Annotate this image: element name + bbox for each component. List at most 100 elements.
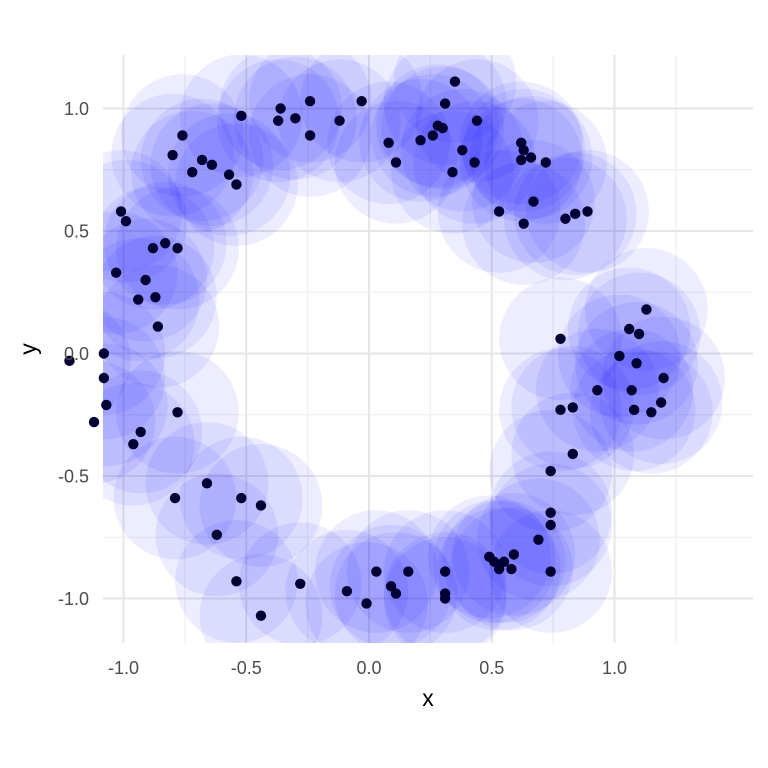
y-tick-label: -0.5 <box>58 467 89 487</box>
data-point <box>133 294 144 305</box>
data-point <box>275 103 286 114</box>
data-point <box>383 137 394 148</box>
halo-circle <box>103 211 178 335</box>
data-point <box>489 556 500 567</box>
y-tick-label: 0.0 <box>64 344 89 364</box>
data-point <box>187 167 198 178</box>
data-point <box>493 206 505 217</box>
data-point <box>545 566 556 577</box>
halo-circle <box>103 292 166 415</box>
halo-circle <box>199 554 323 643</box>
x-tick-label: 0.5 <box>479 658 504 678</box>
data-point <box>655 397 667 408</box>
halo-circle <box>103 382 195 506</box>
data-point <box>390 157 402 168</box>
halo-circle <box>383 55 507 165</box>
halo-circle <box>383 532 507 643</box>
data-point <box>518 218 529 229</box>
data-points <box>64 76 669 621</box>
data-point <box>385 581 397 592</box>
data-point <box>236 492 247 504</box>
data-point <box>641 304 652 315</box>
data-point <box>196 154 208 166</box>
x-tick-label: 0.0 <box>356 658 381 678</box>
halo-circle <box>103 343 168 467</box>
data-point <box>172 407 183 418</box>
data-point <box>628 404 640 416</box>
data-point <box>272 115 284 126</box>
halo-circle <box>305 542 428 643</box>
halo-circle <box>248 55 372 163</box>
data-point <box>160 238 171 249</box>
data-point <box>592 385 603 396</box>
data-point <box>167 149 178 161</box>
data-point <box>626 385 637 396</box>
y-tick-label: -1.0 <box>58 589 89 609</box>
data-point <box>255 500 267 511</box>
data-point <box>533 534 544 545</box>
data-point <box>140 274 151 286</box>
data-point <box>64 355 75 367</box>
data-point <box>582 206 593 217</box>
data-point <box>439 566 451 577</box>
data-point <box>304 130 316 141</box>
data-point <box>211 529 222 540</box>
data-point <box>525 152 537 163</box>
x-axis-ticks: -1.0 -0.5 0.0 0.5 1.0 <box>108 658 627 678</box>
data-point <box>341 585 353 597</box>
data-point <box>415 135 426 146</box>
data-point <box>555 404 566 416</box>
plot-panel <box>103 55 753 643</box>
data-point <box>169 492 181 504</box>
data-point <box>631 358 642 369</box>
x-tick-label: -0.5 <box>231 658 262 678</box>
x-axis-title: x <box>422 685 434 711</box>
data-point <box>98 372 110 384</box>
data-point <box>493 563 505 575</box>
data-point <box>567 402 578 413</box>
data-point <box>334 115 345 126</box>
data-point <box>115 206 127 217</box>
data-point <box>150 291 161 303</box>
y-tick-label: 1.0 <box>64 99 89 119</box>
data-point <box>633 328 645 340</box>
data-point <box>555 333 566 344</box>
data-point <box>223 169 235 180</box>
data-point <box>439 593 451 604</box>
data-point <box>457 144 468 156</box>
data-point <box>567 448 578 460</box>
data-point <box>516 154 527 166</box>
data-point <box>206 159 218 171</box>
data-point <box>110 267 122 278</box>
halo-circle <box>103 316 166 440</box>
data-point <box>361 598 372 609</box>
data-point <box>469 157 480 168</box>
data-point <box>508 549 520 560</box>
data-point <box>231 179 242 190</box>
y-axis-title: y <box>15 343 41 355</box>
data-point <box>128 438 139 450</box>
data-point <box>236 110 247 122</box>
halo-circle <box>103 370 203 494</box>
x-tick-label: -1.0 <box>108 658 139 678</box>
data-point <box>560 213 571 224</box>
data-point <box>290 113 301 124</box>
data-point <box>449 76 461 87</box>
data-point <box>88 416 100 428</box>
data-point <box>528 196 539 207</box>
data-point <box>177 130 188 141</box>
data-point <box>147 242 159 254</box>
data-point <box>447 167 458 178</box>
data-point <box>545 507 556 518</box>
data-point <box>101 399 112 411</box>
data-point <box>545 465 556 477</box>
x-tick-label: 1.0 <box>602 658 627 678</box>
halo-circle <box>103 361 156 483</box>
data-point <box>390 588 402 599</box>
data-point <box>646 407 657 418</box>
data-point <box>498 556 510 567</box>
data-point <box>172 242 183 254</box>
data-point <box>545 519 556 531</box>
halo-circle <box>103 159 188 283</box>
